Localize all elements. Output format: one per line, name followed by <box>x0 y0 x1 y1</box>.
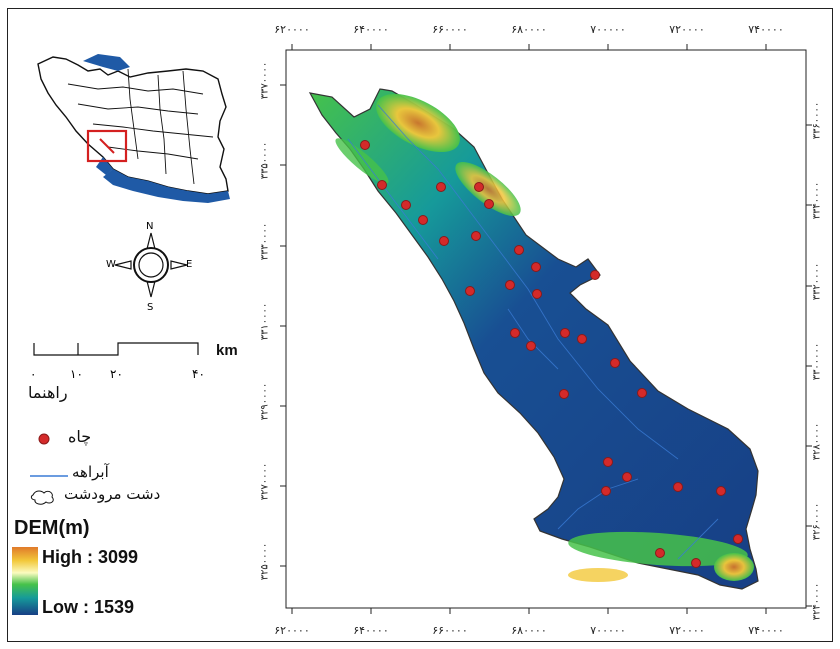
well-point <box>401 200 411 210</box>
dem-title: DEM(m) <box>14 517 90 539</box>
legend-title: راهنما <box>28 383 68 402</box>
well-point <box>691 558 701 568</box>
east-label: E <box>186 259 193 270</box>
well-point <box>377 180 387 190</box>
wells <box>360 140 743 568</box>
x-tick-top-1: ۶۴۰۰۰۰ <box>353 23 389 36</box>
dem-colorbar <box>12 547 38 615</box>
x-tick-bottom-2: ۶۶۰۰۰۰ <box>432 624 468 637</box>
dem-high-label: High : 3099 <box>42 547 139 567</box>
plain-legend-label: دشت مرودشت <box>64 485 161 503</box>
x-tick-top-4: ۷۰۰۰۰۰ <box>590 23 626 36</box>
x-tick-bottom-4: ۷۰۰۰۰۰ <box>590 624 626 637</box>
well-point <box>514 245 524 255</box>
well-point <box>531 262 541 272</box>
west-label: W <box>106 259 116 270</box>
map-panel: ۶۲۰۰۰۰ ۶۴۰۰۰۰ ۶۶۰۰۰۰ ۶۸۰۰۰۰ ۷۰۰۰۰۰ ۷۲۰۰۰… <box>258 9 838 641</box>
well-point <box>510 328 520 338</box>
well-point <box>418 215 428 225</box>
mountain-north <box>376 93 460 153</box>
well-point <box>532 289 542 299</box>
north-label: N <box>146 221 154 232</box>
x-tick-bottom-0: ۶۲۰۰۰۰ <box>274 624 310 637</box>
well-point <box>637 388 647 398</box>
north-arrow-icon <box>114 232 188 298</box>
well-point <box>474 182 484 192</box>
well-point <box>733 534 743 544</box>
well-point <box>505 280 515 290</box>
well-point <box>360 140 370 150</box>
scale-label-40: ۴۰ <box>192 367 205 381</box>
well-point <box>610 358 620 368</box>
x-tick-bottom-1: ۶۴۰۰۰۰ <box>353 624 389 637</box>
well-point <box>436 182 446 192</box>
well-point <box>673 482 683 492</box>
scale-bar <box>33 342 199 356</box>
streams <box>347 104 719 560</box>
stream-legend-label: آبراهه <box>72 463 109 481</box>
x-tick-bottom-5: ۷۲۰۰۰۰ <box>669 624 705 637</box>
scale-unit: km <box>216 342 238 359</box>
stream-legend-icon <box>30 475 68 477</box>
x-tick-bottom-6: ۷۴۰۰۰۰ <box>748 624 784 637</box>
x-tick-top-6: ۷۴۰۰۰۰ <box>748 23 784 36</box>
well-point <box>603 457 613 467</box>
well-point <box>465 286 475 296</box>
well-point <box>655 548 665 558</box>
well-legend-icon <box>38 433 50 445</box>
inset-map <box>37 54 230 203</box>
scale-label-0: ۰ <box>30 367 37 381</box>
well-legend-label: چاه <box>68 427 92 446</box>
well-point <box>590 270 600 280</box>
plain-legend-icon <box>30 490 54 505</box>
x-tick-top-5: ۷۲۰۰۰۰ <box>669 23 705 36</box>
south-label: S <box>147 302 154 313</box>
legend-panel: N S W E km ۰ ۱۰ ۲۰ ۴۰ راهنما چاه آبراهه … <box>8 9 244 641</box>
scale-label-10: ۱۰ <box>70 367 83 381</box>
grid-ticks <box>280 44 812 614</box>
dem-map <box>280 44 812 614</box>
well-point <box>560 328 570 338</box>
mountain-s <box>568 568 628 582</box>
mountain-north-2 <box>455 162 521 216</box>
mountain-se <box>714 553 754 581</box>
map-frame <box>7 8 833 642</box>
well-point <box>471 231 481 241</box>
well-point <box>439 236 449 246</box>
map-border <box>285 49 807 609</box>
x-tick-top-3: ۶۸۰۰۰۰ <box>511 23 547 36</box>
well-point <box>622 472 632 482</box>
x-tick-bottom-3: ۶۸۰۰۰۰ <box>511 624 547 637</box>
well-point <box>526 341 536 351</box>
well-point <box>716 486 726 496</box>
dem-low-label: Low : 1539 <box>42 597 135 617</box>
ridge-west <box>335 138 389 184</box>
well-point <box>484 199 494 209</box>
plain-outline <box>308 88 759 590</box>
well-point <box>601 486 611 496</box>
x-tick-top-2: ۶۶۰۰۰۰ <box>432 23 468 36</box>
well-point <box>559 389 569 399</box>
well-point <box>577 334 587 344</box>
scale-label-20: ۲۰ <box>110 367 123 381</box>
x-tick-top-0: ۶۲۰۰۰۰ <box>274 23 310 36</box>
